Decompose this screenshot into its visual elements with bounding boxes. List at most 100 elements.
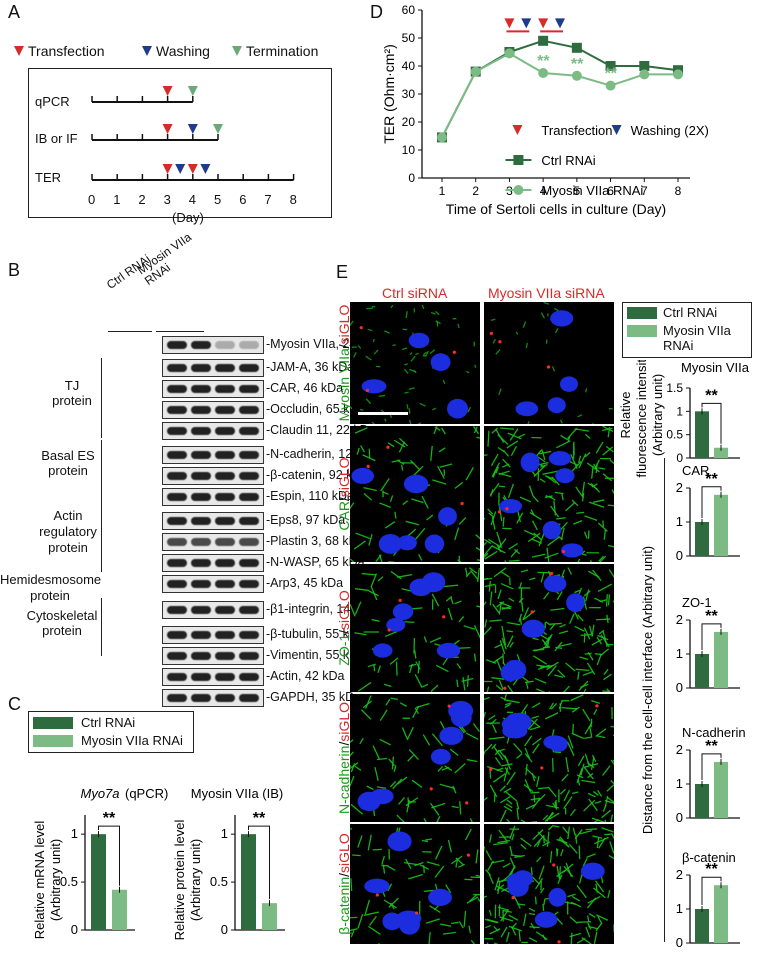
legend-termination: Termination <box>246 43 319 59</box>
significance-label: ** <box>571 56 584 73</box>
panel-e-letter: E <box>336 262 349 282</box>
chart-title: ZO-1 <box>682 595 712 610</box>
blot-band <box>215 451 235 459</box>
blot-label: -JAM-A, 36 kDa <box>266 360 355 374</box>
blot-band <box>191 559 211 567</box>
legend-e-ctrl: Ctrl RNAi <box>663 305 718 320</box>
blot-band <box>215 427 235 435</box>
blot-band <box>239 652 259 660</box>
timeline-tick-label: 7 <box>264 192 272 207</box>
timeline-xlabel: (Day) <box>172 210 204 225</box>
blot-band <box>215 673 235 681</box>
panel-c-letter: C <box>8 694 21 714</box>
group-basal: Basal ES protein <box>41 448 95 478</box>
blot-band <box>167 694 187 702</box>
chart-ylabel: (Arbitrary unit) <box>650 374 665 456</box>
blot-strip <box>162 626 264 644</box>
y-tick-label: 20 <box>402 115 416 129</box>
micrograph <box>484 564 614 692</box>
bar <box>695 522 709 556</box>
micrograph <box>350 694 480 822</box>
data-point <box>673 69 683 80</box>
blot-band <box>191 385 211 393</box>
blot-strip <box>162 689 264 707</box>
y-tick-label: 1 <box>676 404 683 418</box>
legend-washing: Washing <box>156 43 210 59</box>
blot-band <box>167 364 187 372</box>
blot-band <box>167 427 187 435</box>
chart-ylabel: Relative <box>618 392 633 439</box>
y-tick-label: 30 <box>402 87 416 101</box>
significance-bracket <box>701 876 722 905</box>
blot-band <box>215 406 235 414</box>
panel-a-letter: A <box>8 2 21 22</box>
group-cytoskeletal: Cytoskeletal protein <box>26 608 98 638</box>
y-tick-label: 0.5 <box>666 428 683 442</box>
panel-e-charts: Myosin VIIa 0 0.5 1 1.5 ** Relative fluorescenc… <box>618 360 750 950</box>
row-label: N-cadherin/siGLO <box>336 701 352 815</box>
transfection-marker-icon <box>14 46 24 56</box>
significance-label: ** <box>705 608 718 625</box>
panel-e-legend: Ctrl RNAi Myosin VIIa RNAi <box>622 302 752 358</box>
panel-a-legend: Transfection Washing Termination <box>12 42 332 62</box>
ter-line-chart: 010203040506012345678TER (Ohm·cm²)Time o… <box>381 3 709 217</box>
x-tick-label: 7 <box>641 184 648 198</box>
legend-transfection: Transfection <box>28 43 105 59</box>
blot-label: -Claudin 11, 22 kDa <box>266 423 376 437</box>
chart-ylabel: (Arbitrary unit) <box>188 839 203 921</box>
blot-band <box>191 406 211 414</box>
blot-band <box>167 406 187 414</box>
data-point <box>639 69 650 80</box>
blot-label: -CAR, 46 kDa <box>266 381 344 395</box>
timeline-marker-icon <box>213 124 223 134</box>
timeline-marker-icon <box>200 164 211 174</box>
blot-strip <box>162 601 264 619</box>
transfection-marker-icon <box>538 18 549 29</box>
blot-strip <box>162 401 264 419</box>
bar <box>714 631 728 688</box>
x-tick-label: 8 <box>675 184 682 198</box>
row-label: β-catenin/siGLO <box>336 833 352 935</box>
y-tick-label: 50 <box>402 31 416 45</box>
y-tick-label: 0 <box>221 922 228 937</box>
bar <box>714 885 728 943</box>
significance-label: ** <box>705 738 718 755</box>
blot-band <box>215 493 235 501</box>
y-tick-label: 1 <box>676 776 683 791</box>
legend-myosin: Myosin VIIa RNAi <box>541 183 643 198</box>
bar <box>695 784 709 818</box>
blot-band <box>239 364 259 372</box>
y-tick-label: 2 <box>676 480 683 495</box>
blot-band <box>191 493 211 501</box>
group-actin: Actin regulatory protein <box>39 508 97 555</box>
timeline-tick-label: 1 <box>113 192 121 207</box>
blot-label: -N-WASP, 65 kDa <box>266 555 365 569</box>
y-tick-label: 60 <box>402 3 416 17</box>
chart-ylabel: fluorescence intensity <box>634 360 649 478</box>
timeline-marker-icon <box>175 164 186 174</box>
blot-band <box>239 631 259 639</box>
blot-band <box>215 606 235 614</box>
group-bracket-basal <box>101 440 102 498</box>
timeline-marker-icon <box>162 124 173 134</box>
y-tick-label: 1 <box>676 901 683 916</box>
blot-band <box>239 406 259 414</box>
washing-marker-icon <box>611 125 622 135</box>
blot-label: -Espin, 110 kDa <box>266 489 355 503</box>
legend-marker <box>513 185 524 195</box>
timeline-tick-label: 4 <box>188 192 197 207</box>
blot-strip <box>162 668 264 686</box>
group-bracket-tj <box>101 358 102 438</box>
micrograph <box>484 426 614 562</box>
legend-e-swatch-ctrl <box>627 307 657 319</box>
significance-label: ** <box>705 387 718 404</box>
blot-band <box>167 493 187 501</box>
blot-band <box>167 559 187 567</box>
bar <box>112 889 127 930</box>
blot-band <box>239 559 259 567</box>
chart-title: CAR <box>682 463 709 478</box>
micrograph <box>350 824 480 944</box>
x-tick-label: 5 <box>574 184 581 198</box>
x-tick-label: 6 <box>607 184 614 198</box>
blot-band <box>239 472 259 480</box>
